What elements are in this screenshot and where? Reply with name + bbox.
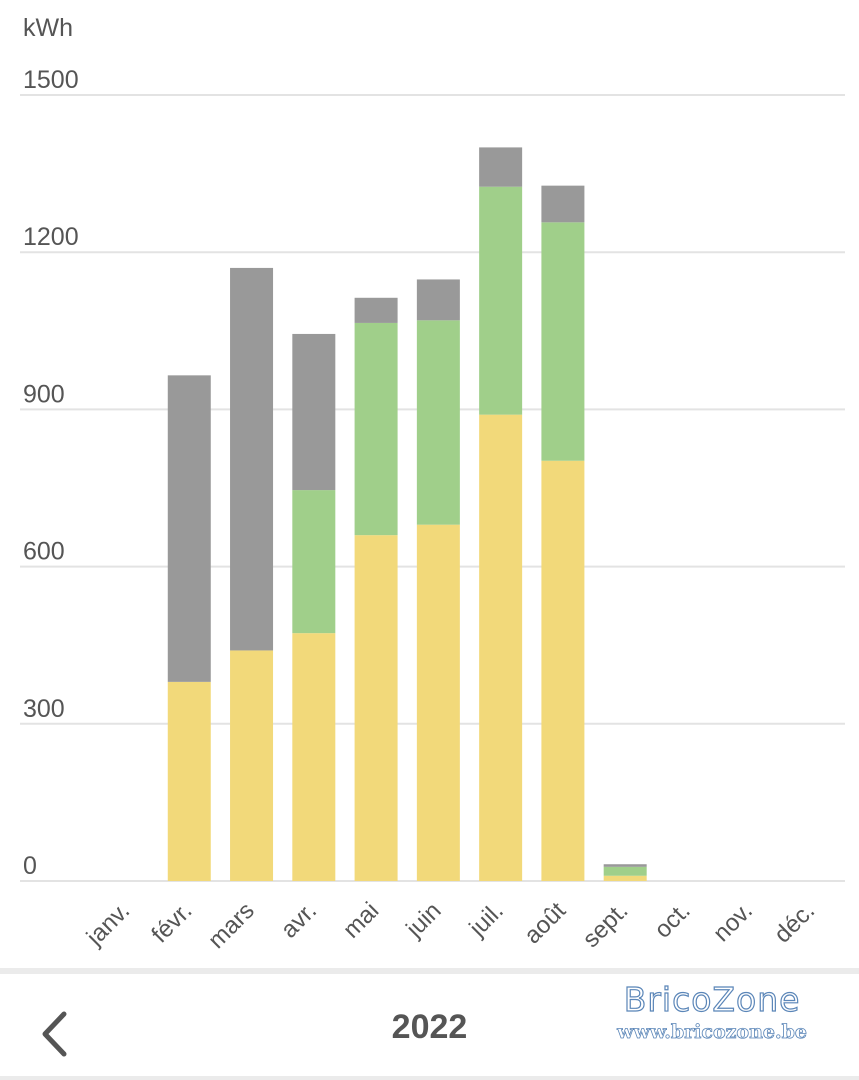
bar-segment-sept.-1 [603,875,647,881]
year-label: 2022 [391,1008,468,1046]
y-tick-label: 0 [23,852,37,880]
chevron-left-icon [42,1011,67,1057]
x-tick-label: oct. [649,897,695,943]
bottom-strip [0,1076,859,1080]
bar-segment-mai-1 [354,535,398,881]
year-navigation-footer: 2022 BricoZone www.bricozone.be [0,974,859,1080]
chart-area: 0 300 600 900 1200 1500 janv. févr. mars avr. mai j… [20,14,845,954]
y-tick-label: 1500 [23,66,79,94]
bar-segment-mars-3 [230,267,274,651]
watermark-url: www.bricozone.be [617,1021,808,1044]
y-axis-unit-label: kWh [23,14,73,42]
x-tick-label: déc. [769,897,820,948]
bar-segment-août-2 [541,222,585,461]
footer-divider [0,968,859,974]
bricozone-watermark: BricoZone www.bricozone.be [617,979,808,1044]
x-tick-label: juin [400,897,446,943]
y-tick-label: 1200 [23,223,79,251]
bar-segment-août-3 [541,185,585,223]
bar-segment-juin-2 [416,320,460,525]
bar-segment-sept.-3 [603,864,647,867]
bar-segment-juin-3 [416,279,460,321]
bar-segment-mai-3 [354,297,398,323]
x-tick-label: mars [203,897,260,954]
x-tick-label: sept. [578,897,634,953]
bar-segment-avr.-3 [292,333,336,491]
previous-year-button[interactable] [28,1004,80,1064]
y-tick-label: 900 [23,380,65,408]
bar-segment-avr.-2 [292,490,336,634]
bar-segment-juin-1 [416,524,460,881]
bar-segment-sept.-2 [603,866,647,876]
x-tick-label: mai [338,897,384,943]
bar-segment-mai-2 [354,322,398,536]
x-tick-label: avr. [276,897,322,943]
x-tick-label: juil. [464,897,509,942]
x-tick-label: août [519,897,571,949]
x-tick-label: janv. [81,897,135,951]
y-tick-label: 600 [23,538,65,566]
bar-segment-févr.-3 [167,375,211,682]
bar-segment-août-1 [541,460,585,881]
bar-segment-juil.-1 [479,414,523,881]
y-tick-label: 300 [23,695,65,723]
x-tick-label: nov. [708,897,758,947]
bar-segment-févr.-1 [167,681,211,881]
bar-segment-mars-1 [230,650,274,881]
bar-segment-juil.-2 [479,186,523,415]
bar-segment-avr.-1 [292,633,336,881]
bar-segment-juil.-3 [479,147,523,187]
x-tick-label: févr. [146,897,197,948]
watermark-brand: BricoZone [623,979,801,1019]
